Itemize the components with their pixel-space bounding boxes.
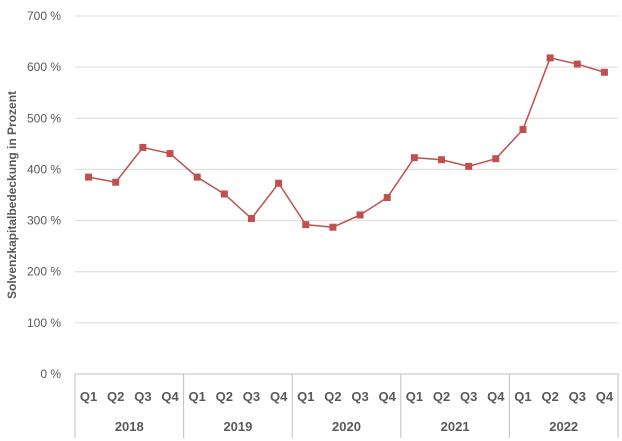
year-label: 2021: [441, 419, 470, 434]
quarter-label: Q2: [541, 389, 558, 404]
y-tick-label: 100 %: [27, 316, 61, 330]
data-point: [410, 154, 418, 162]
year-labels: 2018 2019 2020 2021 2022: [115, 419, 578, 434]
quarter-label: Q4: [487, 389, 505, 404]
data-point: [546, 54, 554, 62]
quarter-label: Q2: [216, 389, 233, 404]
y-axis-label: Solvenzkapitalbedeckung in Prozent: [5, 91, 19, 299]
quarter-label: Q1: [406, 389, 423, 404]
y-tick-label: 0 %: [40, 367, 61, 381]
y-tick-label: 500 %: [27, 111, 61, 125]
data-point: [302, 221, 310, 229]
year-label: 2020: [332, 419, 361, 434]
data-point: [329, 223, 337, 231]
quarter-label: Q4: [379, 389, 397, 404]
y-tick-label: 400 %: [27, 162, 61, 176]
data-point: [139, 143, 147, 151]
quarter-label: Q1: [189, 389, 206, 404]
gridlines: [75, 15, 618, 324]
data-point: [465, 162, 473, 170]
year-label: 2022: [549, 419, 578, 434]
y-tick-label: 200 %: [27, 265, 61, 279]
series-line: [88, 57, 605, 228]
y-tick-labels: 0 % 100 % 200 % 300 % 400 % 500 % 600 % 700 %: [27, 9, 61, 381]
quarter-label: Q1: [297, 389, 314, 404]
category-separators: [74, 374, 619, 438]
data-point: [600, 68, 608, 76]
quarter-label: Q3: [243, 389, 260, 404]
quarter-label: Q3: [351, 389, 368, 404]
quarter-label: Q4: [161, 389, 179, 404]
year-label: 2019: [223, 419, 252, 434]
data-point: [220, 190, 228, 198]
data-point: [356, 211, 364, 219]
data-point: [85, 173, 93, 181]
quarter-label: Q3: [134, 389, 151, 404]
data-point: [275, 179, 283, 187]
quarter-label: Q2: [107, 389, 124, 404]
series-group: [85, 54, 608, 231]
data-point: [166, 150, 174, 158]
data-point: [492, 155, 500, 163]
data-point: [247, 215, 255, 223]
y-tick-label: 600 %: [27, 60, 61, 74]
year-label: 2018: [115, 419, 144, 434]
quarter-label: Q1: [514, 389, 531, 404]
quarter-labels: Q1 Q2 Q3 Q4 Q1 Q2 Q3 Q4 Q1 Q2 Q3 Q4 Q1 Q2 Q3 Q4 Q1 Q2 Q3 Q4: [80, 389, 614, 404]
data-point: [383, 194, 391, 202]
data-point: [519, 126, 527, 134]
data-point: [193, 173, 201, 181]
quarter-label: Q3: [569, 389, 586, 404]
quarter-label: Q1: [80, 389, 97, 404]
y-tick-label: 300 %: [27, 214, 61, 228]
y-tick-label: 700 %: [27, 9, 61, 23]
quarter-label: Q4: [270, 389, 288, 404]
quarter-label: Q4: [596, 389, 614, 404]
quarter-label: Q3: [460, 389, 477, 404]
quarter-label: Q2: [324, 389, 341, 404]
quarter-label: Q2: [433, 389, 450, 404]
data-point: [438, 156, 446, 164]
data-point: [112, 178, 120, 186]
data-point: [573, 60, 581, 68]
